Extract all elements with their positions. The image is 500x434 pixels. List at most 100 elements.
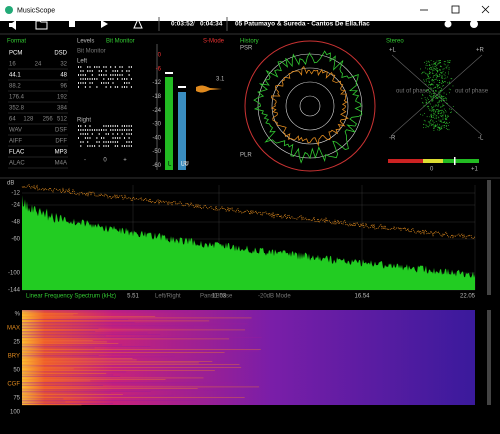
bit-dot	[117, 125, 119, 127]
stereo-dot	[434, 68, 436, 69]
spectrogram-tick: %	[15, 312, 21, 318]
stereo-dot	[435, 78, 437, 80]
spectrogram-band	[22, 349, 261, 350]
scrollbar[interactable]	[487, 310, 491, 405]
eject-button[interactable]	[133, 17, 143, 29]
stereo-dot	[438, 63, 440, 65]
stereo-dot	[441, 100, 442, 102]
stereo-dot	[441, 89, 443, 91]
stereo-dot	[431, 109, 433, 111]
stereo-dot	[438, 110, 439, 112]
bit-dot	[124, 137, 125, 139]
stereo-dot	[444, 100, 446, 101]
stereo-dot	[435, 73, 437, 75]
stereo-dot	[433, 116, 435, 118]
stereo-dot	[439, 90, 441, 92]
stereo-dot	[435, 87, 436, 88]
stereo-dot	[431, 80, 433, 82]
stereo-dot	[446, 122, 447, 124]
stereo-dot	[444, 81, 446, 83]
bit-dot	[128, 133, 130, 135]
stereo-dot	[449, 83, 451, 84]
stereo-dot	[433, 75, 435, 76]
stereo-dot	[438, 87, 440, 88]
settings-button[interactable]	[444, 20, 452, 28]
bit-dot	[91, 129, 93, 131]
stereo-dot	[444, 122, 445, 123]
meter-mode: S-Mode	[203, 39, 225, 45]
spectrogram-band	[22, 389, 225, 391]
stereo-dot	[436, 115, 438, 116]
stereo-dot	[450, 78, 452, 80]
stereo-dot	[423, 119, 425, 121]
bit-dot	[89, 145, 91, 147]
stereo-dot	[442, 125, 444, 127]
bit-dot	[121, 133, 123, 135]
stereo-dot	[430, 67, 432, 69]
play-button[interactable]	[101, 20, 108, 28]
app-icon	[5, 6, 13, 14]
stereo-dot	[448, 82, 450, 84]
stereo-dot	[439, 124, 440, 126]
bit-dot	[87, 70, 89, 72]
stereo-dot	[426, 125, 428, 127]
stereo-dot	[432, 65, 434, 67]
stereo-dot	[429, 121, 431, 123]
bit-dot	[78, 129, 79, 131]
spectrogram-band	[22, 356, 175, 358]
stereo-dot	[428, 107, 430, 109]
stereo-dot	[440, 112, 442, 114]
x-tick-label: 11.03	[212, 294, 227, 300]
window-controls[interactable]	[420, 5, 490, 14]
maximize[interactable]	[451, 5, 460, 14]
stereo-dot	[442, 81, 444, 82]
close[interactable]	[481, 5, 490, 14]
spectrogram-band	[22, 371, 127, 373]
scrollbar[interactable]	[487, 180, 491, 295]
stereo-dot	[431, 69, 433, 70]
stereo-dot	[435, 62, 437, 63]
spectrogram-band	[22, 320, 210, 322]
bit-dot	[114, 86, 116, 88]
stereo-dot	[437, 98, 438, 99]
stereo-dot	[438, 84, 439, 86]
spectrogram-band	[22, 325, 217, 326]
stereo-dot	[442, 77, 443, 79]
correlation-bar	[423, 159, 443, 163]
stereo-dot	[432, 70, 433, 72]
bit-dot	[105, 145, 107, 147]
stereo-dot	[431, 115, 433, 116]
stereo-dot	[438, 82, 440, 83]
mode-label: Pans/Phase	[200, 294, 233, 300]
bit-dot	[87, 129, 89, 131]
stereo-dot	[434, 114, 436, 116]
stereo-dot	[438, 104, 440, 106]
ring	[299, 95, 321, 117]
open-button[interactable]	[35, 20, 48, 30]
stereo-dot	[438, 113, 440, 114]
stereo-dot	[431, 67, 433, 69]
stereo-dot	[427, 105, 429, 107]
bit-dot	[119, 74, 121, 76]
spectrogram-band	[22, 319, 129, 320]
stop-button[interactable]	[69, 21, 75, 27]
y-tick-label: -60	[11, 237, 20, 243]
info-button[interactable]	[470, 20, 478, 28]
stereo-dot	[437, 126, 439, 128]
bit-dot	[128, 74, 130, 76]
stereo-dot	[435, 62, 436, 64]
bit-dot	[89, 137, 91, 139]
stereo-dot	[425, 124, 427, 126]
stereo-dot	[430, 66, 431, 68]
stereo-dot	[435, 104, 437, 106]
volume-button[interactable]	[9, 20, 16, 30]
bit-dot	[103, 129, 105, 131]
stereo-dot	[439, 74, 441, 76]
stereo-dot	[434, 109, 436, 111]
stereo-dot	[422, 102, 424, 104]
elapsed-time: 0:03:52	[171, 21, 194, 28]
stereo-dot	[423, 62, 425, 63]
bit-dot	[110, 86, 112, 88]
stereo-dot	[438, 100, 440, 102]
